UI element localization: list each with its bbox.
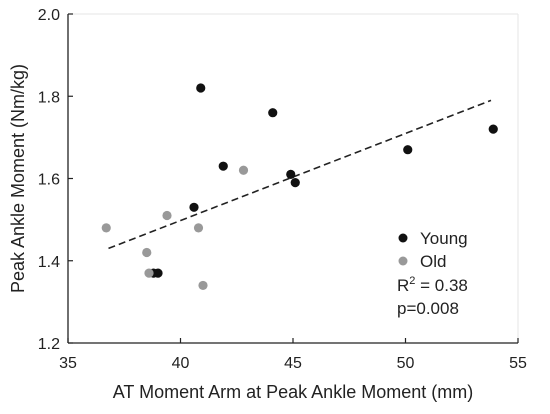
old-data-point bbox=[162, 210, 172, 221]
y-ticks: 1.2 1.4 1.6 1.8 2.0 bbox=[38, 7, 73, 353]
young-data-point bbox=[488, 124, 498, 134]
y-tick-label: 1.8 bbox=[38, 89, 60, 106]
old-data-point bbox=[198, 280, 208, 291]
young-data-point bbox=[268, 108, 278, 118]
old-data-point bbox=[142, 247, 152, 258]
old-data-point bbox=[144, 268, 154, 278]
old-data-point bbox=[238, 165, 249, 175]
young-data-point bbox=[189, 202, 199, 212]
y-tick-label: 1.2 bbox=[38, 336, 60, 353]
x-tick-label: 55 bbox=[509, 355, 527, 372]
x-tick-label: 35 bbox=[59, 355, 77, 372]
legend-marker-young bbox=[398, 233, 408, 243]
x-axis-label: AT Moment Arm at Peak Ankle Moment (mm) bbox=[113, 382, 473, 402]
x-tick-label: 50 bbox=[397, 355, 415, 372]
r2-prefix: R bbox=[397, 276, 409, 295]
legend-label-old: Old bbox=[420, 252, 446, 271]
x-tick-label: 45 bbox=[284, 355, 302, 372]
x-ticks: 35 40 45 50 55 bbox=[59, 338, 527, 372]
legend: Young Old R2 = 0.38 p=0.008 bbox=[397, 229, 468, 318]
young-data-point bbox=[153, 268, 163, 278]
y-tick-label: 1.4 bbox=[38, 254, 60, 271]
legend-label-young: Young bbox=[420, 229, 468, 248]
young-data-point bbox=[218, 161, 228, 171]
legend-marker-old bbox=[398, 256, 408, 266]
trendline bbox=[108, 99, 492, 250]
young-data-point bbox=[196, 83, 206, 93]
old-data-point bbox=[193, 223, 204, 233]
old-data-point bbox=[101, 223, 111, 233]
r-squared-annotation: R2 = 0.38 bbox=[397, 275, 468, 295]
r2-superscript: 2 bbox=[409, 275, 415, 287]
y-tick-label: 1.6 bbox=[38, 172, 60, 189]
x-tick-label: 40 bbox=[172, 355, 190, 372]
young-data-point bbox=[290, 178, 300, 188]
y-tick-label: 2.0 bbox=[38, 7, 60, 24]
y-axis-label: Peak Ankle Moment (Nm/kg) bbox=[8, 64, 28, 293]
data-points bbox=[101, 83, 498, 291]
r2-value: = 0.38 bbox=[415, 276, 467, 295]
p-value-annotation: p=0.008 bbox=[397, 299, 459, 318]
young-data-point bbox=[403, 145, 413, 155]
young-data-point bbox=[286, 169, 296, 179]
